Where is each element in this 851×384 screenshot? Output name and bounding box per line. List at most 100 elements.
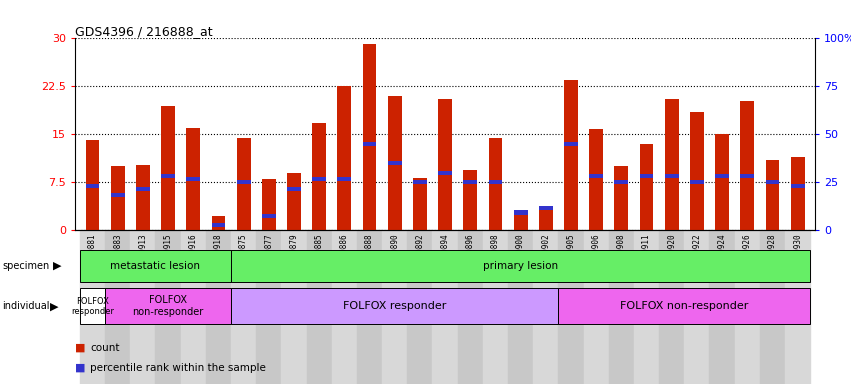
Bar bbox=[640, 174, 654, 178]
Bar bbox=[564, 80, 578, 230]
Bar bbox=[488, 137, 502, 230]
Bar bbox=[388, 161, 402, 165]
Bar bbox=[660, 230, 684, 384]
Bar bbox=[791, 184, 804, 188]
Bar bbox=[186, 177, 200, 181]
Bar bbox=[734, 230, 760, 384]
Text: ■: ■ bbox=[75, 343, 85, 353]
Bar bbox=[458, 230, 483, 384]
Bar bbox=[287, 173, 301, 230]
Text: GDS4396 / 216888_at: GDS4396 / 216888_at bbox=[75, 25, 213, 38]
Bar bbox=[363, 142, 376, 146]
Bar bbox=[136, 165, 150, 230]
Bar bbox=[332, 230, 357, 384]
Bar bbox=[136, 187, 150, 191]
Bar bbox=[212, 223, 226, 227]
Text: primary lesion: primary lesion bbox=[483, 261, 558, 271]
Bar bbox=[408, 230, 432, 384]
Text: specimen: specimen bbox=[3, 261, 50, 271]
Bar bbox=[589, 174, 603, 178]
Text: FOLFOX
responder: FOLFOX responder bbox=[71, 296, 114, 316]
Bar bbox=[156, 230, 180, 384]
Bar bbox=[766, 180, 780, 184]
Bar bbox=[337, 86, 351, 230]
Bar bbox=[760, 230, 785, 384]
Bar bbox=[80, 288, 106, 324]
Text: ▶: ▶ bbox=[53, 261, 61, 271]
Bar bbox=[312, 123, 326, 230]
Bar bbox=[161, 174, 175, 178]
Bar bbox=[237, 137, 250, 230]
Bar bbox=[608, 230, 634, 384]
Bar bbox=[438, 99, 452, 230]
Bar bbox=[534, 230, 558, 384]
Bar bbox=[483, 230, 508, 384]
Bar bbox=[614, 180, 628, 184]
Bar bbox=[206, 230, 231, 384]
Bar bbox=[106, 288, 231, 324]
Bar bbox=[262, 214, 276, 218]
Text: FOLFOX
non-responder: FOLFOX non-responder bbox=[133, 295, 203, 317]
Bar bbox=[306, 230, 332, 384]
Bar bbox=[539, 208, 553, 230]
Bar bbox=[382, 230, 408, 384]
Bar bbox=[558, 230, 584, 384]
Bar bbox=[438, 171, 452, 175]
Text: metastatic lesion: metastatic lesion bbox=[111, 261, 201, 271]
Bar bbox=[690, 180, 704, 184]
Bar bbox=[111, 166, 124, 230]
Bar bbox=[231, 250, 810, 282]
Bar bbox=[80, 250, 231, 282]
Bar bbox=[388, 96, 402, 230]
Bar bbox=[791, 157, 804, 230]
Bar bbox=[256, 230, 282, 384]
Bar bbox=[665, 174, 678, 178]
Bar bbox=[231, 230, 256, 384]
Bar bbox=[106, 230, 130, 384]
Bar bbox=[337, 177, 351, 181]
Bar bbox=[363, 43, 376, 230]
Bar bbox=[539, 206, 553, 210]
Bar bbox=[740, 101, 754, 230]
Bar bbox=[287, 187, 301, 191]
Text: count: count bbox=[90, 343, 120, 353]
Bar bbox=[558, 288, 810, 324]
Bar bbox=[432, 230, 458, 384]
Bar bbox=[86, 184, 100, 188]
Bar bbox=[634, 230, 660, 384]
Bar bbox=[690, 112, 704, 230]
Text: FOLFOX responder: FOLFOX responder bbox=[343, 301, 447, 311]
Bar bbox=[584, 230, 608, 384]
Bar bbox=[614, 166, 628, 230]
Bar bbox=[514, 212, 528, 230]
Bar bbox=[589, 129, 603, 230]
Bar bbox=[212, 216, 226, 230]
Bar bbox=[715, 134, 729, 230]
Bar bbox=[312, 177, 326, 181]
Bar bbox=[180, 230, 206, 384]
Text: percentile rank within the sample: percentile rank within the sample bbox=[90, 363, 266, 373]
Bar bbox=[111, 193, 124, 197]
Text: FOLFOX non-responder: FOLFOX non-responder bbox=[620, 301, 749, 311]
Bar bbox=[463, 180, 477, 184]
Bar bbox=[684, 230, 710, 384]
Bar bbox=[413, 178, 427, 230]
Bar bbox=[237, 180, 250, 184]
Bar bbox=[740, 174, 754, 178]
Bar bbox=[231, 288, 558, 324]
Text: ■: ■ bbox=[75, 363, 85, 373]
Bar bbox=[186, 128, 200, 230]
Bar bbox=[665, 99, 678, 230]
Bar bbox=[715, 174, 729, 178]
Bar bbox=[161, 106, 175, 230]
Bar bbox=[766, 160, 780, 230]
Bar bbox=[785, 230, 810, 384]
Text: ▶: ▶ bbox=[50, 301, 59, 311]
Bar bbox=[130, 230, 156, 384]
Bar bbox=[282, 230, 306, 384]
Bar bbox=[514, 210, 528, 215]
Bar bbox=[710, 230, 734, 384]
Bar bbox=[508, 230, 534, 384]
Bar bbox=[262, 179, 276, 230]
Bar bbox=[357, 230, 382, 384]
